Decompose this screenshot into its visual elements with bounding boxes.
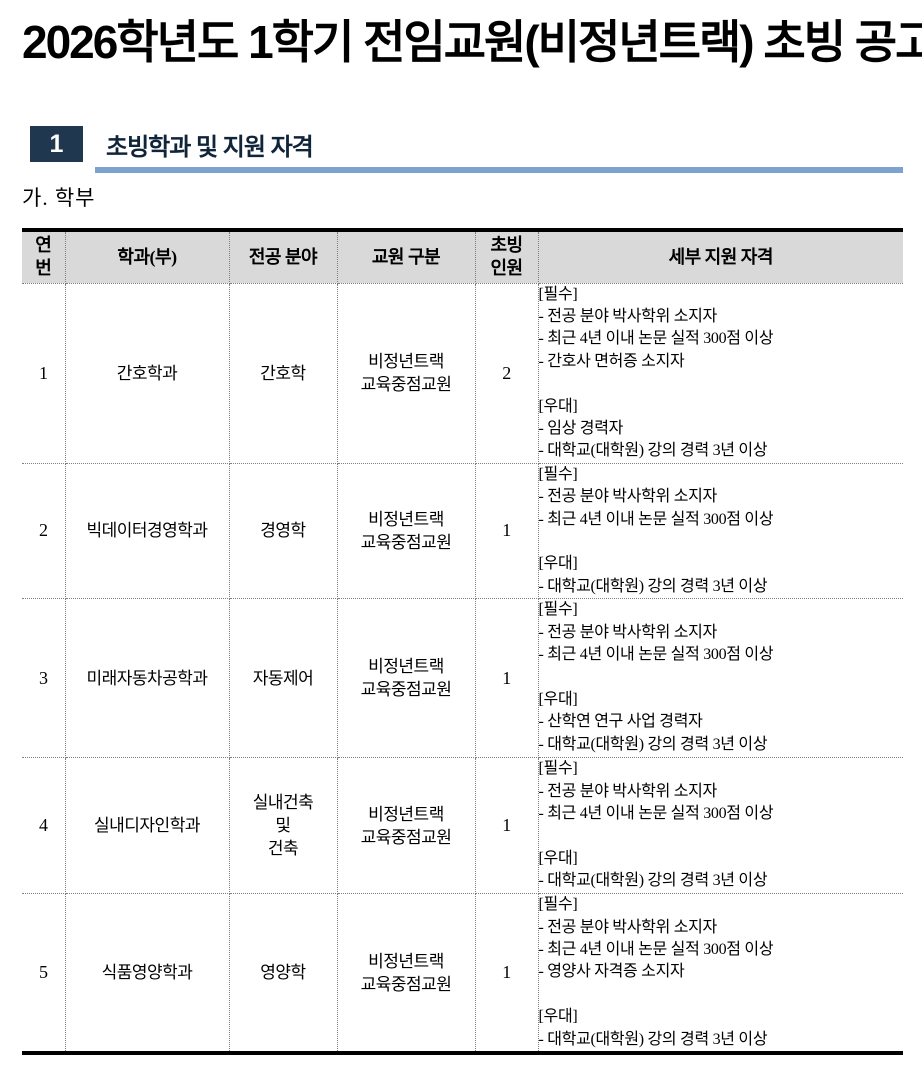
- major-cell: 자동제어: [228, 598, 338, 759]
- subsection-label: 가. 학부: [22, 186, 96, 210]
- recruitment-table-wrap: 연 번 학과(부) 전공 분야 교원 구분 초빙 인원 세부 지원 자격 1 간…: [21, 228, 904, 1056]
- table-row: 5 식품영양학과 영양학 비정년트랙 교육중점교원 1 [필수] - 전공 분야…: [21, 893, 904, 1052]
- header-department: 학과(부): [64, 231, 230, 284]
- header-faculty-type: 교원 구분: [336, 231, 476, 284]
- row-number-cell: 4: [21, 757, 66, 895]
- table-row: 3 미래자동차공학과 자동제어 비정년트랙 교육중점교원 1 [필수] - 전공…: [21, 598, 904, 759]
- department-cell: 실내디자인학과: [64, 757, 230, 895]
- qualifications-cell: [필수] - 전공 분야 박사학위 소지자 - 최근 4년 이내 논문 실적 3…: [537, 462, 904, 600]
- document-title: 2026학년도 1학기 전임교원(비정년트랙) 초빙 공고문: [22, 16, 922, 68]
- qualifications-cell: [필수] - 전공 분야 박사학위 소지자 - 최근 4년 이내 논문 실적 3…: [537, 598, 904, 759]
- table-row: 4 실내디자인학과 실내건축 및 건축 비정년트랙 교육중점교원 1 [필수] …: [21, 757, 904, 895]
- section-number-badge: 1: [30, 126, 83, 162]
- table-header-row: 연 번 학과(부) 전공 분야 교원 구분 초빙 인원 세부 지원 자격: [21, 231, 904, 284]
- faculty-type-cell: 비정년트랙 교육중점교원: [336, 282, 476, 464]
- qualifications-cell: [필수] - 전공 분야 박사학위 소지자 - 최근 4년 이내 논문 실적 3…: [537, 282, 904, 464]
- table-row: 2 빅데이터경영학과 경영학 비정년트랙 교육중점교원 1 [필수] - 전공 …: [21, 462, 904, 600]
- count-cell: 1: [474, 598, 539, 759]
- row-number-cell: 2: [21, 462, 66, 600]
- department-cell: 간호학과: [64, 282, 230, 464]
- section-underline: [95, 167, 903, 173]
- count-cell: 2: [474, 282, 539, 464]
- section-header: 1 초빙학과 및 지원 자격: [30, 126, 314, 162]
- recruitment-table: 연 번 학과(부) 전공 분야 교원 구분 초빙 인원 세부 지원 자격 1 간…: [21, 231, 904, 1052]
- count-cell: 1: [474, 893, 539, 1052]
- major-cell: 영양학: [228, 893, 338, 1052]
- count-cell: 1: [474, 462, 539, 600]
- header-count: 초빙 인원: [474, 231, 539, 284]
- department-cell: 빅데이터경영학과: [64, 462, 230, 600]
- section-title: 초빙학과 및 지원 자격: [106, 133, 314, 161]
- department-cell: 식품영양학과: [64, 893, 230, 1052]
- faculty-type-cell: 비정년트랙 교육중점교원: [336, 462, 476, 600]
- header-no: 연 번: [21, 231, 66, 284]
- header-qualifications: 세부 지원 자격: [537, 231, 904, 284]
- row-number-cell: 1: [21, 282, 66, 464]
- faculty-type-cell: 비정년트랙 교육중점교원: [336, 757, 476, 895]
- count-cell: 1: [474, 757, 539, 895]
- row-number-cell: 3: [21, 598, 66, 759]
- faculty-type-cell: 비정년트랙 교육중점교원: [336, 598, 476, 759]
- table-row: 1 간호학과 간호학 비정년트랙 교육중점교원 2 [필수] - 전공 분야 박…: [21, 282, 904, 464]
- qualifications-cell: [필수] - 전공 분야 박사학위 소지자 - 최근 4년 이내 논문 실적 3…: [537, 757, 904, 895]
- row-number-cell: 5: [21, 893, 66, 1052]
- header-major: 전공 분야: [228, 231, 338, 284]
- department-cell: 미래자동차공학과: [64, 598, 230, 759]
- qualifications-cell: [필수] - 전공 분야 박사학위 소지자 - 최근 4년 이내 논문 실적 3…: [537, 893, 904, 1052]
- major-cell: 경영학: [228, 462, 338, 600]
- faculty-type-cell: 비정년트랙 교육중점교원: [336, 893, 476, 1052]
- major-cell: 실내건축 및 건축: [228, 757, 338, 895]
- major-cell: 간호학: [228, 282, 338, 464]
